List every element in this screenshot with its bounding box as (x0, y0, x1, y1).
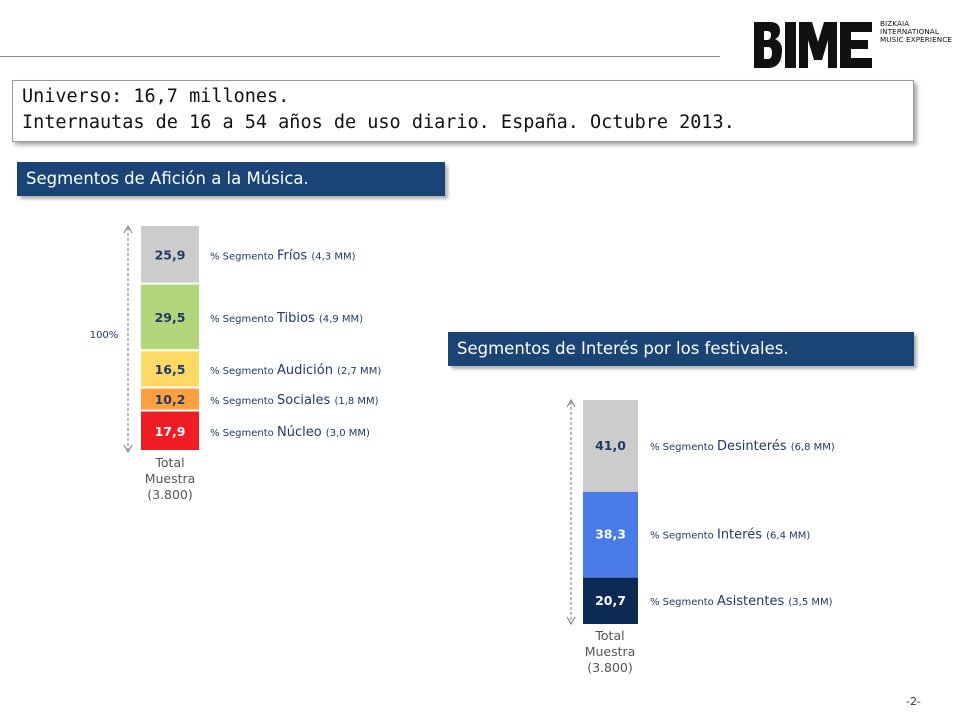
arrow-down-icon (566, 616, 576, 626)
top-rule (0, 56, 720, 57)
bar-value-label: 29,5 (155, 310, 186, 325)
bar-segment-interés (583, 491, 638, 578)
bar-segment-tibios (141, 284, 199, 350)
bar-segment-sociales (141, 388, 199, 410)
bar-value-label: 41,0 (595, 438, 626, 453)
axis-percent-label: 100% (90, 330, 119, 341)
bar-value-label: 17,9 (155, 424, 186, 439)
bime-wordmark-icon (754, 22, 872, 68)
section-header-festivals: Segmentos de Interés por los festivales. (448, 332, 914, 366)
bar-value-label: 38,3 (595, 527, 626, 542)
segment-label: % Segmento Tibios (4,9 MM) (210, 311, 363, 326)
bar-segment-audición (141, 351, 199, 387)
page-number: -2- (906, 695, 921, 708)
bar-value-label: 16,5 (155, 362, 186, 377)
segment-label: % Segmento Núcleo (3,0 MM) (210, 425, 370, 440)
category-label: Muestra (145, 471, 196, 486)
bar-value-label: 25,9 (155, 247, 186, 262)
arrow-down-icon (123, 444, 133, 454)
segment-label: % Segmento Asistentes (3,5 MM) (650, 594, 833, 609)
category-label: Muestra (585, 644, 636, 659)
category-label: (3.800) (587, 660, 633, 675)
category-label: Total (154, 455, 184, 470)
segment-label: % Segmento Desinterés (6,8 MM) (650, 439, 835, 454)
segment-label: % Segmento Interés (6,4 MM) (650, 528, 810, 543)
bime-logo: BIZKAIA INTERNATIONAL MUSIC EXPERIENCE (752, 18, 952, 72)
bar-segment-desinterés (583, 400, 638, 492)
bar-segment-núcleo (141, 411, 199, 450)
segment-label: % Segmento Fríos (4,3 MM) (210, 248, 356, 263)
arrow-up-icon (123, 224, 133, 234)
category-label: Total (594, 628, 624, 643)
bime-logo-text: BIZKAIA INTERNATIONAL MUSIC EXPERIENCE (880, 19, 952, 44)
category-label: (3.800) (147, 487, 193, 502)
universe-line-2: Internautas de 16 a 54 años de uso diari… (22, 112, 735, 133)
segment-label: % Segmento Audición (2,7 MM) (210, 363, 381, 378)
bar-value-label: 10,2 (155, 392, 186, 407)
arrow-up-icon (566, 398, 576, 408)
universe-line-1: Universo: 16,7 millones. (22, 86, 290, 107)
segment-label: % Segmento Sociales (1,8 MM) (210, 393, 379, 408)
universe-box: Universo: 16,7 millones. Internautas de … (12, 80, 914, 142)
bar-segment-fríos (141, 226, 199, 283)
section-header-music: Segmentos de Afición a la Música. (17, 162, 445, 196)
bar-segment-asistentes (583, 577, 638, 624)
bar-value-label: 20,7 (595, 593, 626, 608)
